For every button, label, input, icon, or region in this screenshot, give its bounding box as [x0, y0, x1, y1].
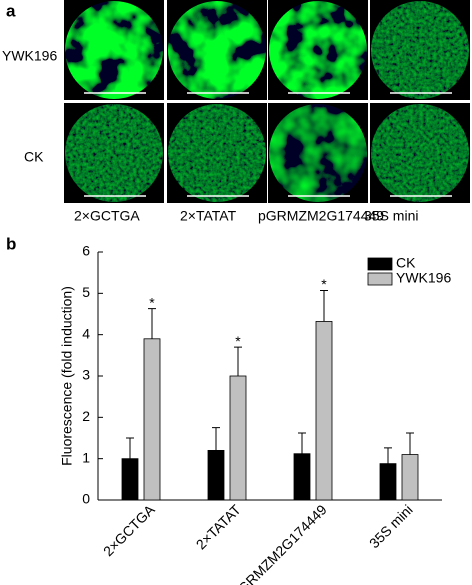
column-label: 2×TATAT — [180, 208, 237, 224]
bar — [143, 338, 161, 501]
bar — [229, 375, 247, 501]
micrograph-signal — [168, 104, 266, 202]
error-bar — [234, 346, 242, 376]
row-label: YWK196 — [2, 48, 57, 64]
bar — [293, 453, 311, 501]
x-tick-label: 2×GCTGA — [100, 501, 158, 559]
y-tick-label: 6 — [82, 243, 90, 259]
micrograph-signal — [269, 104, 367, 202]
error-bar — [320, 289, 328, 322]
column-label: pGRMZM2G174449 — [258, 208, 384, 224]
legend-swatch — [367, 257, 393, 271]
error-bar — [298, 432, 306, 454]
error-bar — [406, 432, 414, 455]
error-bar — [148, 308, 156, 339]
x-tick-label: 35S mini — [366, 501, 416, 551]
x-tick-label: pGRMZM2G174449 — [229, 501, 330, 585]
bar — [379, 463, 397, 501]
significance-marker: * — [149, 294, 155, 310]
legend-label: YWK196 — [396, 270, 451, 286]
y-axis-label: Fluorescence (fold induction) — [59, 286, 75, 466]
micrograph-signal — [65, 1, 163, 99]
micrograph-signal — [371, 1, 469, 99]
row-label: CK — [24, 149, 44, 165]
y-tick-label: 2 — [82, 408, 90, 424]
legend-swatch — [367, 272, 393, 286]
error-bar — [126, 437, 134, 459]
y-tick-label: 5 — [82, 284, 90, 300]
panel-label: a — [6, 1, 16, 20]
y-tick-label: 0 — [82, 491, 90, 507]
bar — [121, 458, 139, 501]
x-tick-label: 2×TATAT — [193, 501, 244, 552]
micrograph-panel — [64, 0, 470, 203]
micrograph-signal — [168, 1, 266, 99]
significance-marker: * — [321, 276, 327, 292]
significance-marker: * — [235, 333, 241, 349]
error-bar — [212, 427, 220, 451]
bar — [207, 449, 225, 501]
y-tick-label: 4 — [82, 325, 90, 341]
panel-label: b — [6, 234, 16, 253]
error-bar — [384, 447, 392, 464]
micrograph-signal — [371, 104, 469, 202]
micrograph-signal — [269, 1, 367, 99]
column-label: 2×GCTGA — [74, 208, 140, 224]
y-tick-label: 1 — [82, 449, 90, 465]
micrograph-signal — [65, 104, 163, 202]
bar — [401, 454, 419, 501]
legend-label: CK — [396, 255, 416, 271]
bar — [315, 321, 333, 501]
column-label: 35S mini — [364, 208, 418, 224]
y-tick-label: 3 — [82, 367, 90, 383]
